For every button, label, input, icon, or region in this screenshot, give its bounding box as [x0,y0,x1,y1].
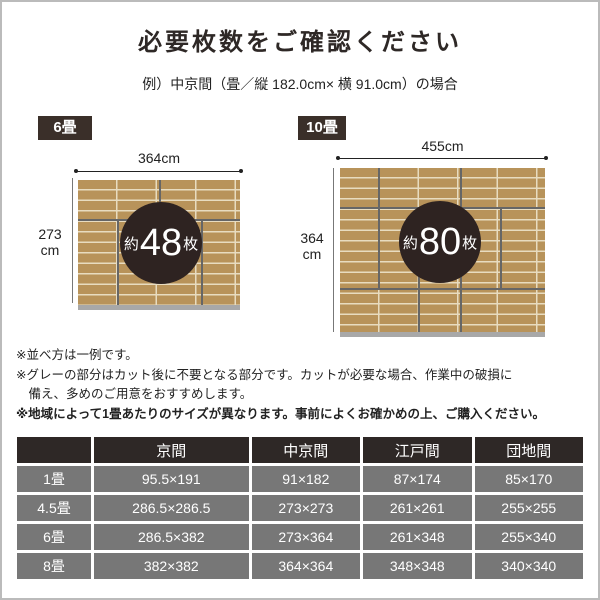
width-line-6 [76,171,242,172]
count-badge-10: 約 80 枚 [399,201,481,283]
note-3: ※地域によって1畳あたりのサイズが異なります。事前によくお確かめの上、ご購入くだ… [16,407,545,421]
row-header: 6畳 [17,524,91,550]
waste-area-10 [340,332,545,337]
count: 48 [139,221,183,264]
approx: 約 [123,235,139,253]
seam [340,288,545,290]
example-caption: 例）中京間（畳／縦 182.0cm× 横 91.0cm）の場合 [142,76,458,92]
table-row: 1畳 95.5×191 91×182 87×174 85×170 [17,466,583,492]
size-label-10: 10畳 [298,116,346,140]
width-label-10: 455cm [421,138,464,154]
height-label-10: 364 cm [292,230,332,262]
table-row: 4.5畳 286.5×286.5 273×273 261×261 255×255 [17,495,583,521]
size-label-6: 6畳 [38,116,92,140]
dot [336,156,340,160]
count-badge-6: 約 48 枚 [120,202,202,284]
row-header: 4.5畳 [17,495,91,521]
table-row: 6畳 286.5×382 273×364 261×348 255×340 [17,524,583,550]
cell: 255×340 [474,524,583,550]
header-cell [17,437,91,463]
size-table: 京間 中京間 江戸間 団地間 1畳 95.5×191 91×182 87×174 85×… [14,434,586,582]
height-value: 364 [300,230,324,246]
table-header-row: 京間 中京間 江戸間 団地間 [17,437,583,463]
cell: 255×255 [474,495,583,521]
width-line-10 [338,158,547,159]
approx: 約 [402,234,418,252]
cell: 382×382 [94,553,249,579]
height-line-6 [72,178,73,303]
unit: 枚 [183,235,199,253]
header-cell: 京間 [94,437,249,463]
row-header: 1畳 [17,466,91,492]
seam [117,220,119,305]
note-2: ※グレーの部分はカット後に不要となる部分です。カットが必要な場合、作業中の破損に [16,368,513,382]
height-label-6: 273 cm [30,226,70,258]
cell: 95.5×191 [94,466,249,492]
cell: 273×364 [251,524,361,550]
width-label-6: 364cm [137,150,181,166]
seam [378,168,380,288]
dot [74,169,78,173]
header-cell: 団地間 [474,437,583,463]
height-line-10 [333,168,334,332]
height-value: 273 [38,226,62,242]
seam [201,220,203,305]
seam [500,208,502,288]
height-unit: cm [302,246,322,262]
header-cell: 中京間 [251,437,361,463]
count: 80 [418,220,462,263]
unit: 枚 [462,234,478,252]
row-header: 8畳 [17,553,91,579]
dot [544,156,548,160]
note-2-cont: 備え、多めのご用意をおすすめします。 [16,387,253,401]
waste-area-6 [78,305,240,310]
cell: 91×182 [251,466,361,492]
header-cell: 江戸間 [363,437,472,463]
note-1: ※並べ方は一例です。 [16,348,138,362]
cell: 87×174 [363,466,472,492]
cell: 364×364 [251,553,361,579]
cell: 273×273 [251,495,361,521]
table-row: 8畳 382×382 364×364 348×348 340×340 [17,553,583,579]
cell: 261×261 [363,495,472,521]
page-title: 必要枚数をご確認ください [138,29,462,56]
cell: 85×170 [474,466,583,492]
cell: 340×340 [474,553,583,579]
dot [239,169,243,173]
height-unit: cm [40,242,60,258]
cell: 261×348 [363,524,472,550]
seam [159,180,161,220]
cell: 286.5×286.5 [94,495,249,521]
cell: 348×348 [363,553,472,579]
cell: 286.5×382 [94,524,249,550]
